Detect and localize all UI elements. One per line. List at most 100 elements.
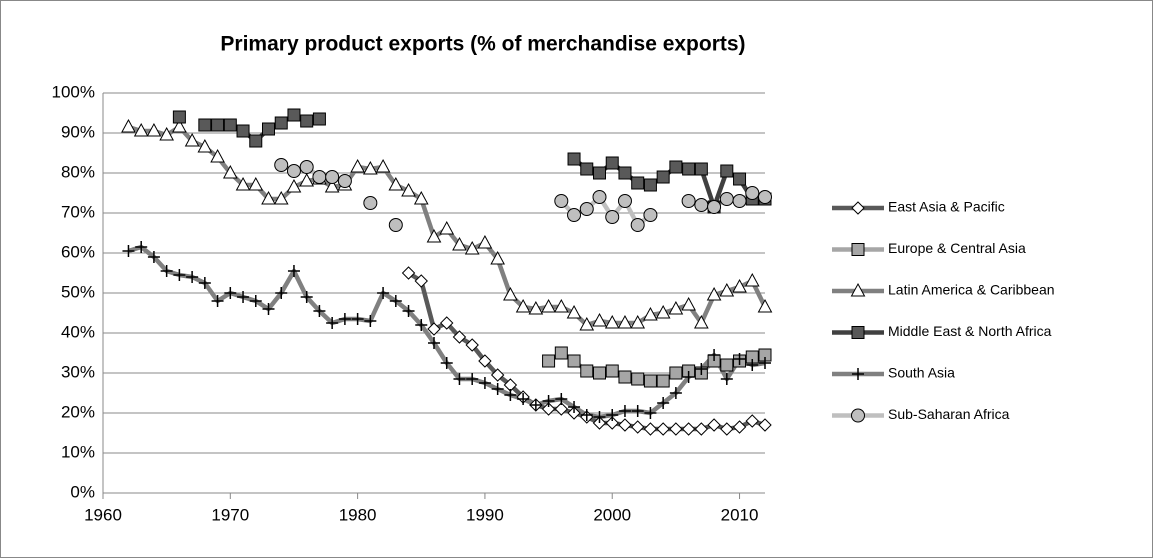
marker <box>237 291 250 303</box>
marker <box>605 156 619 170</box>
marker <box>579 202 594 216</box>
marker <box>618 166 632 180</box>
marker <box>389 295 402 307</box>
marker <box>248 176 264 191</box>
marker <box>440 316 454 330</box>
marker <box>211 118 225 132</box>
marker <box>249 295 262 307</box>
marker <box>618 370 632 384</box>
marker <box>452 330 467 344</box>
marker <box>287 108 301 122</box>
marker <box>643 208 658 222</box>
marker <box>567 354 581 368</box>
marker <box>490 250 505 265</box>
marker <box>440 357 453 369</box>
marker <box>147 251 160 263</box>
marker <box>605 416 619 430</box>
marker <box>553 298 569 313</box>
marker <box>453 373 466 385</box>
legend-label: Europe & Central Asia <box>888 240 1026 256</box>
marker <box>122 245 135 257</box>
marker <box>631 405 644 417</box>
legend-item: South Asia <box>832 365 955 381</box>
marker <box>694 162 708 176</box>
y-tick-label: 20% <box>61 402 95 421</box>
legend-item: Sub-Saharan Africa <box>832 406 1010 423</box>
x-tick-label: 1970 <box>211 505 249 524</box>
y-tick-label: 60% <box>61 242 95 261</box>
marker <box>324 178 340 193</box>
legend-label: Latin America & Caribbean <box>888 282 1055 298</box>
marker <box>146 122 162 137</box>
marker <box>299 160 314 174</box>
legend-item: Middle East & North Africa <box>832 323 1052 339</box>
marker <box>554 346 568 360</box>
x-tick-label: 2010 <box>721 505 759 524</box>
y-tick-label: 30% <box>61 362 95 381</box>
marker <box>313 305 326 317</box>
marker <box>579 316 595 331</box>
marker <box>746 359 759 371</box>
y-tick-label: 50% <box>61 282 95 301</box>
marker <box>262 122 275 136</box>
marker <box>850 282 866 297</box>
marker <box>528 300 544 315</box>
marker <box>377 287 390 299</box>
marker <box>657 397 670 409</box>
marker <box>580 162 594 176</box>
marker <box>235 176 251 191</box>
marker <box>694 314 709 329</box>
marker <box>733 172 747 186</box>
legend-label: Middle East & North Africa <box>888 323 1052 339</box>
marker <box>223 118 237 132</box>
y-tick-label: 0% <box>70 482 95 501</box>
marker <box>851 408 865 423</box>
marker <box>249 134 263 148</box>
marker <box>452 236 467 251</box>
marker <box>720 422 734 436</box>
marker <box>121 118 136 133</box>
y-tick-label: 40% <box>61 322 95 341</box>
marker <box>133 122 149 137</box>
marker <box>733 353 746 365</box>
marker <box>388 218 403 232</box>
marker <box>668 300 684 315</box>
marker <box>630 420 645 434</box>
marker <box>401 182 416 197</box>
marker <box>274 116 288 130</box>
x-tick-label: 1980 <box>339 505 377 524</box>
marker <box>719 282 735 297</box>
marker <box>757 298 773 313</box>
marker <box>593 166 606 180</box>
marker <box>605 364 619 378</box>
marker <box>682 371 695 383</box>
marker <box>503 286 518 301</box>
y-tick-label: 80% <box>61 162 95 181</box>
marker <box>593 366 606 380</box>
marker <box>554 194 569 208</box>
marker <box>694 422 709 436</box>
marker <box>222 164 238 179</box>
marker <box>656 170 670 184</box>
marker <box>706 286 722 301</box>
marker <box>427 322 441 336</box>
marker <box>300 291 313 303</box>
marker <box>375 158 391 173</box>
marker <box>275 287 288 299</box>
marker <box>618 418 632 432</box>
chart-title: Primary product exports (% of merchandis… <box>220 33 745 56</box>
marker <box>388 176 404 191</box>
marker <box>401 266 416 280</box>
marker <box>631 176 645 190</box>
marker <box>631 372 645 386</box>
marker <box>707 418 721 432</box>
marker <box>656 422 670 436</box>
marker <box>745 186 760 200</box>
marker <box>541 402 556 416</box>
x-tick-label: 1960 <box>84 505 122 524</box>
marker <box>172 118 187 133</box>
marker <box>198 277 211 289</box>
marker <box>210 148 225 163</box>
marker <box>695 363 708 375</box>
